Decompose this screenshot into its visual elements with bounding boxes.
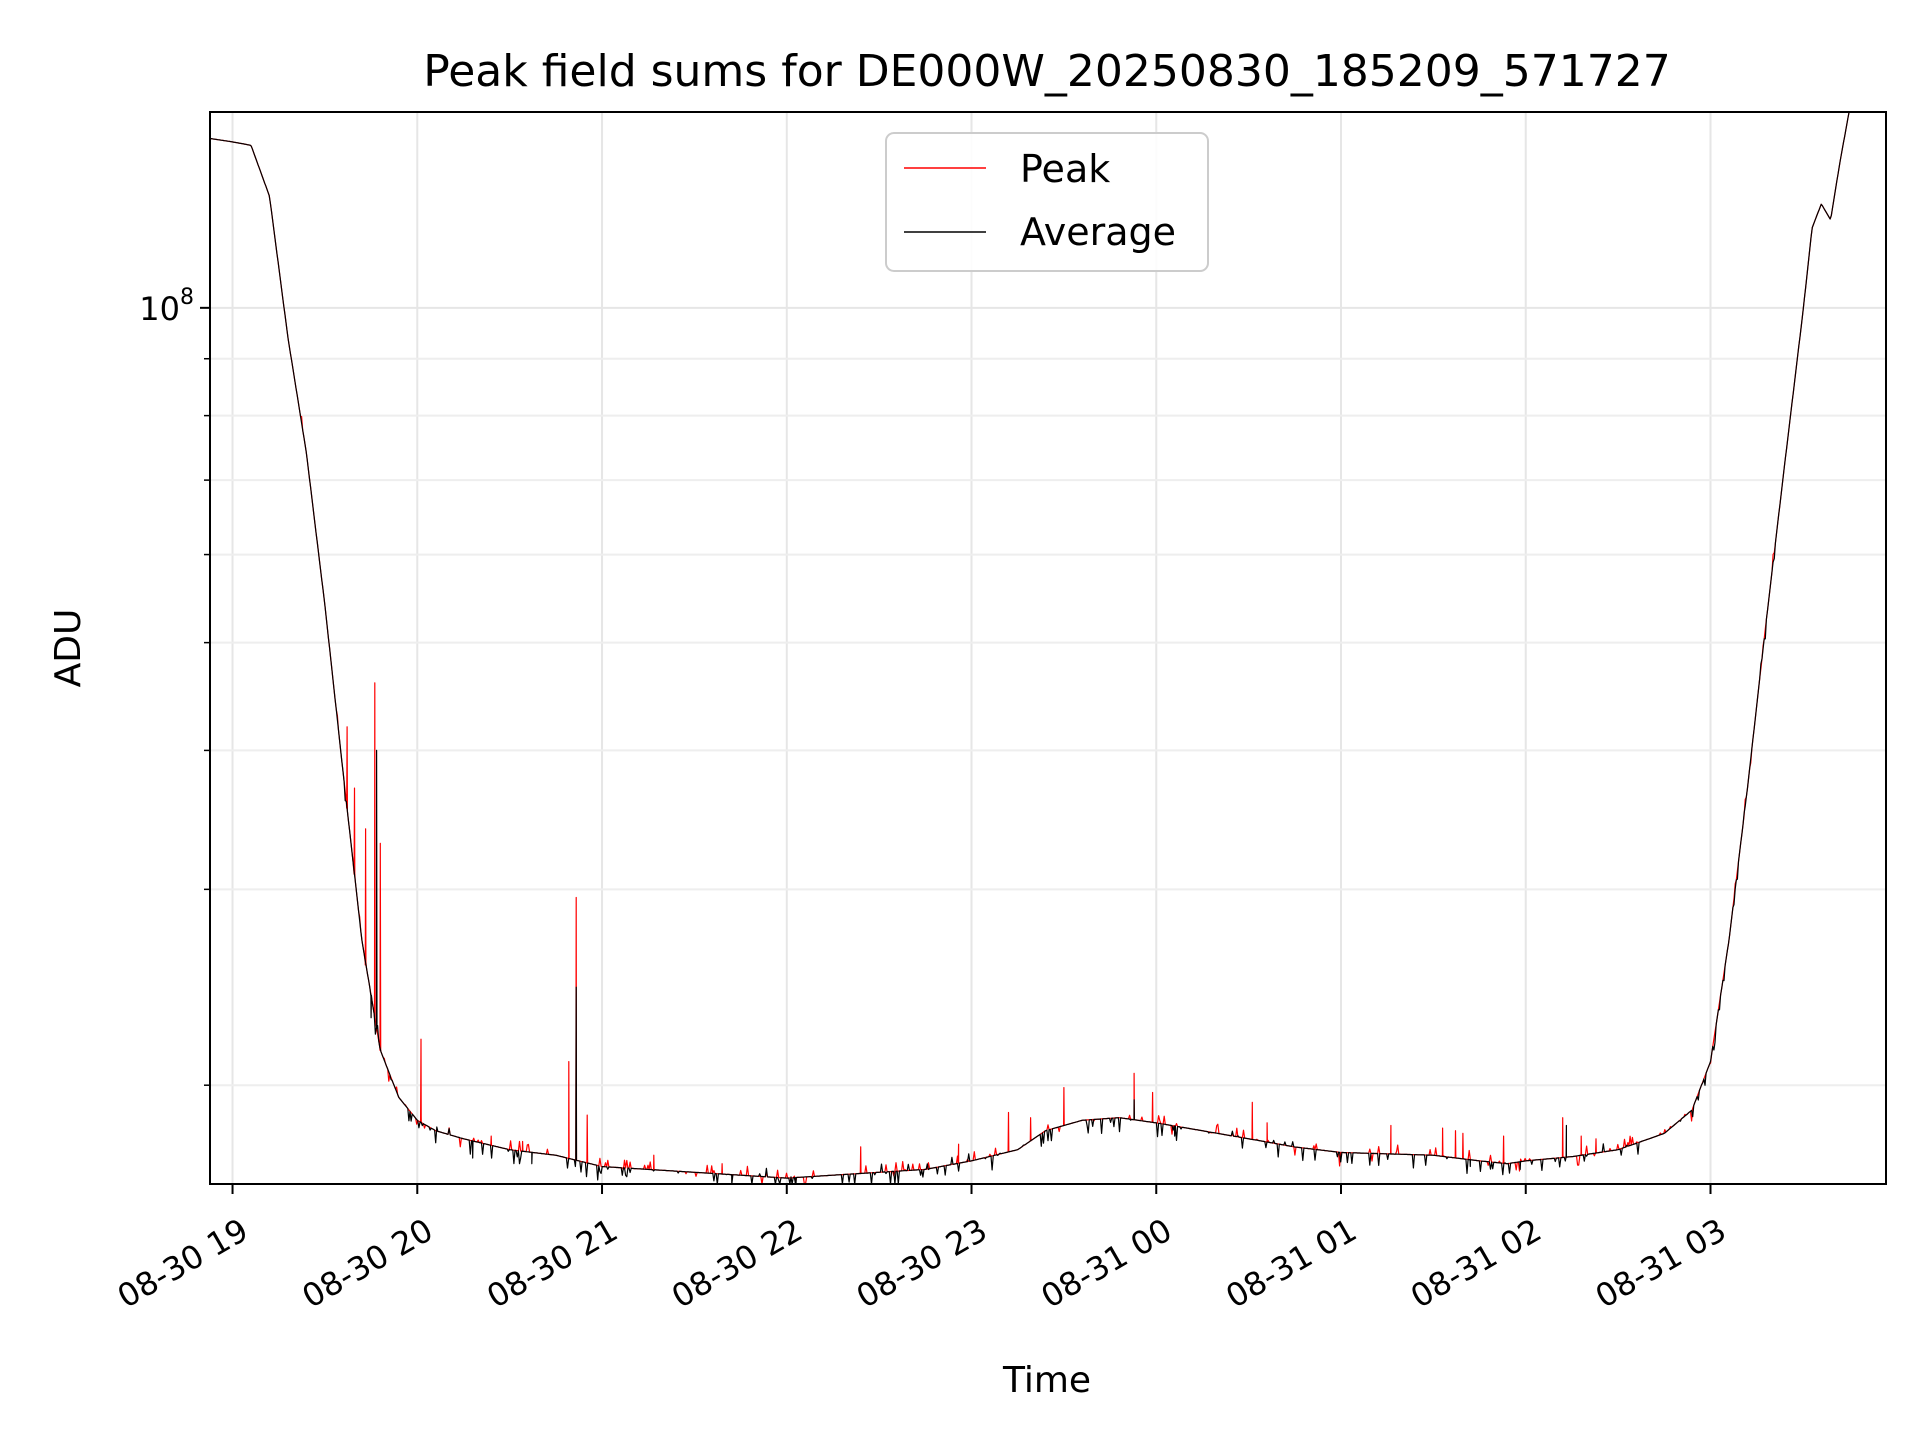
legend: Peak Average [885,132,1209,272]
plot-area-frame [209,111,1887,1185]
series-line-average [209,111,1886,1185]
series-layer [209,111,1886,1185]
legend-label-average: Average [1020,210,1176,254]
x-axis-label: Time [1002,1360,1091,1401]
chart-title: Peak field sums for DE000W_20250830_1852… [423,46,1671,97]
legend-label-peak: Peak [1020,147,1110,191]
y-axis-label: ADU [48,609,89,688]
y-axis: 108 [139,285,210,1086]
y-tick-label: 108 [139,285,194,328]
grid [210,112,1886,1184]
